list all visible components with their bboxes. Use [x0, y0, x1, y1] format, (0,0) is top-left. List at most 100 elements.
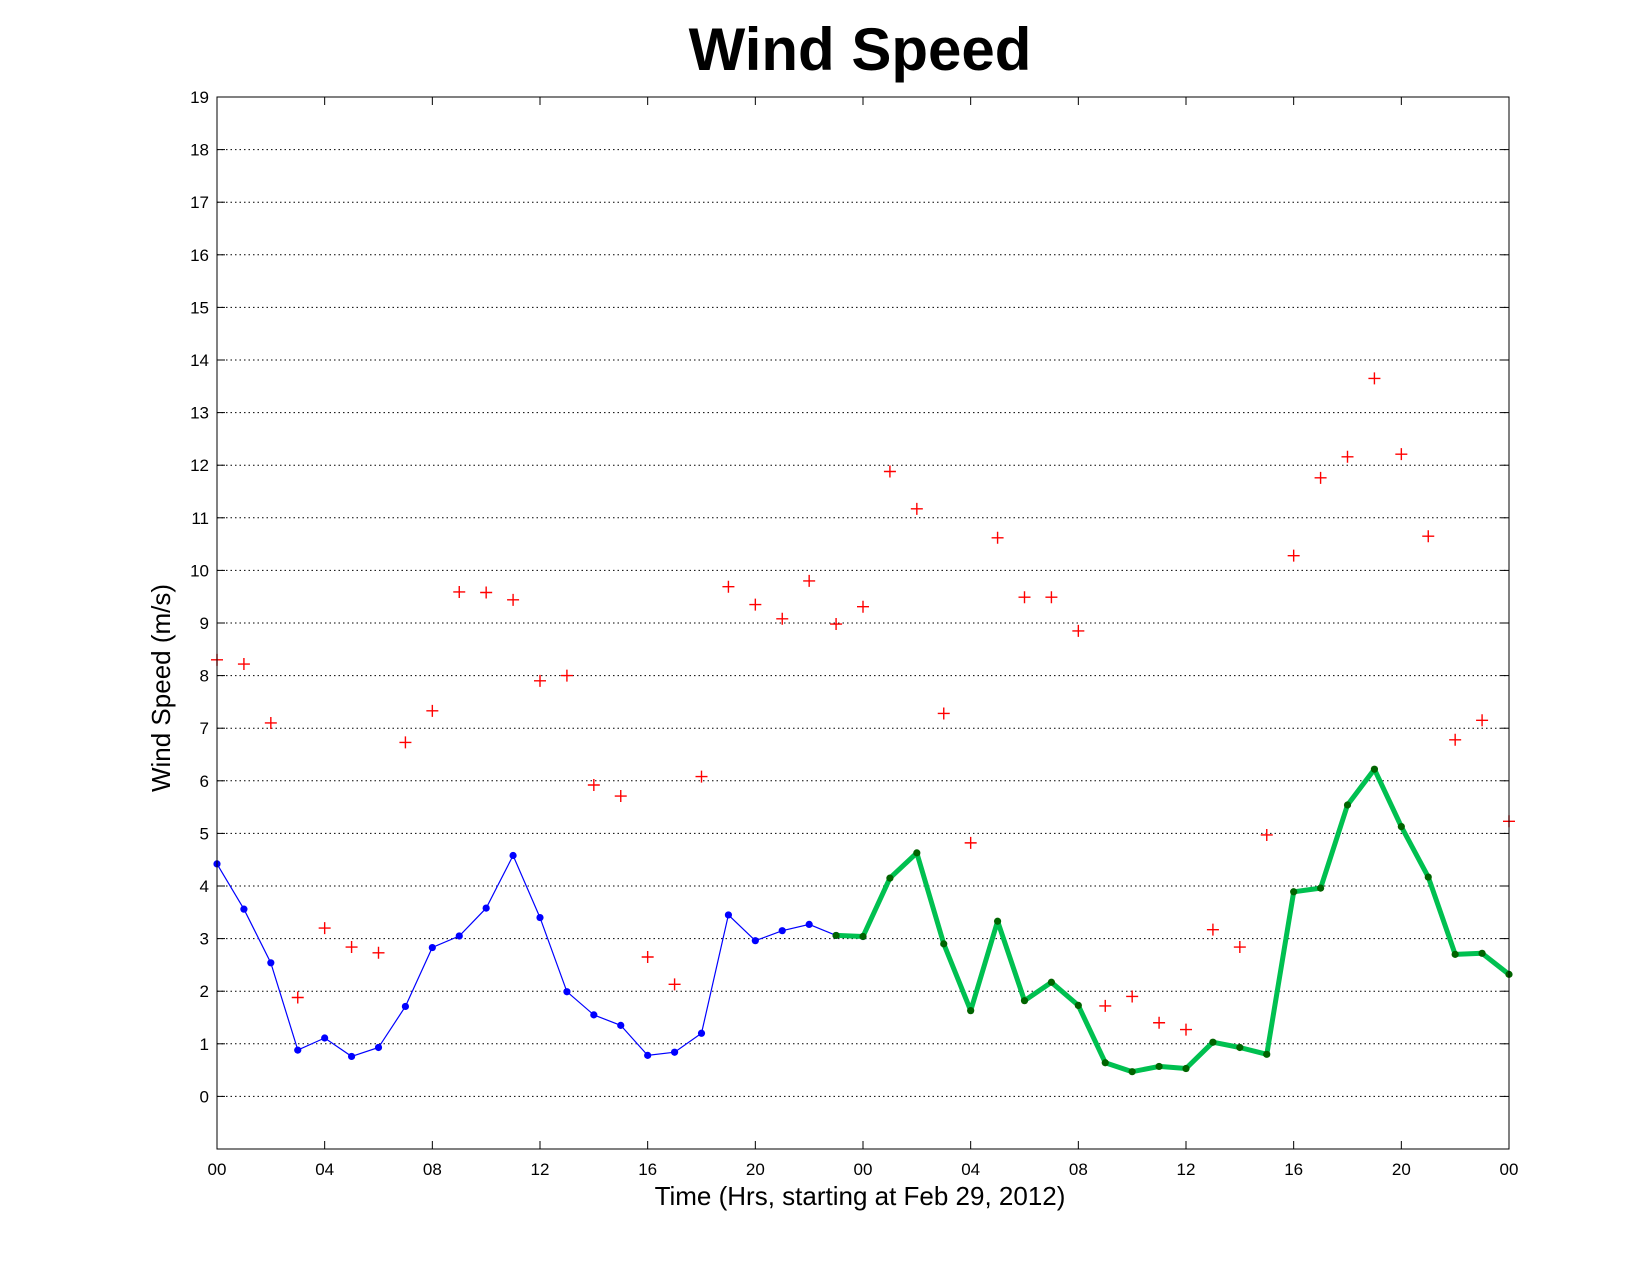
y-tick-label: 7	[200, 719, 209, 738]
green-series-point	[1182, 1064, 1190, 1073]
x-tick-label: 04	[315, 1160, 334, 1179]
green-series-point	[1020, 997, 1029, 1005]
red-plus-marker	[318, 922, 331, 935]
red-plus-marker	[480, 586, 493, 599]
blue-series-point	[347, 1052, 356, 1061]
red-plus-marker	[991, 531, 1004, 544]
blue-series-point	[805, 920, 813, 928]
green-series-point	[1424, 873, 1432, 881]
red-plus-marker	[1422, 530, 1435, 543]
green-series-point	[1478, 949, 1486, 957]
red-plus-marker	[695, 770, 708, 783]
red-plus-marker	[1341, 450, 1354, 463]
y-tick-label: 12	[190, 456, 209, 475]
blue-series-point	[240, 905, 248, 913]
red-plus-marker	[857, 600, 869, 613]
y-tick-label: 1	[200, 1035, 209, 1054]
y-tick-label: 4	[200, 877, 209, 896]
x-tick-label: 08	[423, 1160, 442, 1179]
green-series-point	[832, 931, 840, 940]
y-axis-label: Wind Speed (m/s)	[146, 584, 176, 792]
red-plus-marker	[937, 707, 950, 720]
y-tick-label: 15	[190, 298, 209, 317]
green-series-point	[1370, 765, 1379, 773]
red-plus-marker	[399, 736, 412, 749]
red-plus-marker	[1126, 990, 1139, 1003]
x-tick-label: 12	[531, 1160, 550, 1179]
red-plus-marker	[614, 790, 627, 803]
red-plus-marker	[1018, 591, 1031, 604]
y-tick-label: 9	[200, 614, 209, 633]
red-plus-marker	[910, 502, 923, 515]
y-tick-label: 19	[190, 88, 209, 107]
blue-series-point	[509, 851, 517, 860]
red-plus-marker	[641, 951, 654, 964]
red-plus-marker	[1449, 733, 1462, 746]
series-layer	[211, 372, 1515, 1076]
x-tick-label: 00	[854, 1160, 873, 1179]
green-series-point	[967, 1007, 975, 1015]
red-plus-marker	[507, 593, 520, 606]
blue-series-point	[482, 904, 490, 912]
x-tick-label: 20	[746, 1160, 765, 1179]
green-series-point	[913, 849, 921, 857]
red-plus-marker	[1072, 624, 1085, 637]
red-plus-marker	[1233, 941, 1246, 954]
red-plus-marker	[1287, 549, 1300, 562]
red-plus-marker	[722, 580, 735, 593]
green-series-point	[1047, 978, 1056, 986]
x-axis-label: Time (Hrs, starting at Feb 29, 2012)	[655, 1181, 1066, 1211]
blue-series-point	[778, 927, 786, 935]
blue-series-point	[697, 1029, 706, 1037]
x-tick-label: 20	[1392, 1160, 1411, 1179]
red-plus-marker	[1314, 471, 1327, 484]
green-series-point	[940, 940, 948, 948]
blue-series-point	[267, 959, 275, 967]
x-tick-label: 00	[208, 1160, 227, 1179]
green-series-point	[1343, 801, 1352, 809]
y-tick-label: 10	[190, 561, 209, 580]
blue-series-point	[724, 911, 733, 919]
y-tick-label: 18	[190, 141, 209, 160]
x-tick-label: 08	[1069, 1160, 1088, 1179]
blue-series-point	[751, 937, 759, 945]
x-axis: 00 04 08 12 16 20 00 04 08 12 16 20 00	[208, 97, 1519, 1179]
x-tick-label: 16	[1284, 1160, 1303, 1179]
y-tick-label: 11	[191, 509, 209, 528]
red-plus-marker	[1180, 1023, 1192, 1036]
blue-series-point	[617, 1021, 625, 1029]
x-tick-label: 00	[1500, 1160, 1519, 1179]
y-tick-label: 14	[190, 351, 209, 370]
y-tick-label: 6	[200, 772, 209, 791]
red-plus-marker	[883, 465, 896, 478]
red-plus-marker	[345, 941, 358, 954]
blue-series-point	[536, 913, 544, 922]
green-series-point	[1209, 1038, 1217, 1046]
blue-series-point	[294, 1046, 302, 1054]
red-plus-marker	[426, 704, 439, 717]
green-series-point	[993, 917, 1002, 925]
red-plus-marker	[964, 836, 977, 849]
grid-lines	[217, 96, 1509, 1097]
green-series-point	[1397, 822, 1405, 831]
green-series-point	[886, 874, 894, 882]
green-series-point	[859, 932, 867, 941]
y-tick-label: 17	[190, 193, 209, 212]
green-series-point	[1263, 1050, 1271, 1058]
green-series-line	[835, 766, 1511, 1075]
green-series-point	[1074, 1001, 1082, 1010]
green-series-point	[1316, 884, 1325, 892]
blue-series-point	[563, 988, 571, 996]
green-series-point	[1290, 888, 1298, 896]
red-plus-marker	[1260, 828, 1273, 841]
blue-series-point	[321, 1034, 329, 1042]
red-plus-marker	[803, 574, 816, 587]
blue-series-point	[644, 1051, 652, 1059]
red-plus-marker	[1153, 1016, 1166, 1029]
red-plus-marker	[830, 618, 843, 631]
red-plus-marker	[264, 716, 277, 729]
red-plus-marker	[291, 991, 304, 1004]
red-plus-marker	[453, 585, 466, 598]
red-plus-marker	[1476, 714, 1489, 727]
